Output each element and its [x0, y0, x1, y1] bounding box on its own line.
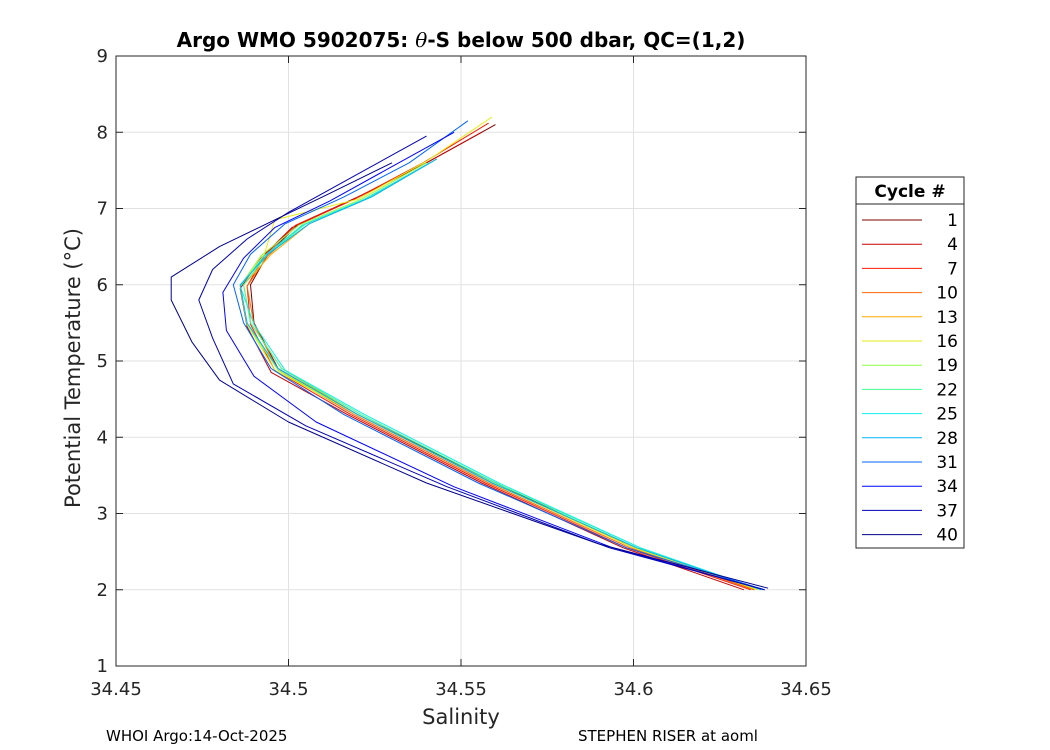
legend-label-31: 31: [936, 453, 958, 473]
legend-label-22: 22: [936, 380, 958, 400]
x-tick-label: 34.55: [435, 679, 487, 700]
legend-label-13: 13: [936, 308, 958, 328]
legend-label-16: 16: [936, 332, 958, 352]
legend-label-34: 34: [936, 477, 958, 497]
legend-label-7: 7: [947, 259, 958, 279]
y-tick-label: 1: [97, 656, 108, 677]
x-tick-label: 34.45: [90, 679, 142, 700]
x-tick-label: 34.5: [268, 679, 308, 700]
y-axis-label: Potential Temperature (°C): [61, 228, 85, 508]
series-line-cycle-31: [232, 120, 765, 591]
y-tick-label: 8: [97, 122, 108, 143]
series-line-cycle-40: [170, 162, 769, 589]
y-tick-label: 7: [97, 199, 108, 220]
series-group: [170, 116, 769, 591]
x-tick-label: 34.6: [613, 679, 653, 700]
legend-label-37: 37: [936, 501, 958, 521]
series-line-cycle-34: [222, 131, 765, 591]
legend-label-10: 10: [936, 284, 958, 304]
legend-label-40: 40: [936, 526, 958, 546]
y-tick-label: 2: [97, 580, 108, 601]
footer-right: STEPHEN RISER at aoml: [578, 727, 758, 745]
ticks: 34.45 34.5 34.55 34.6 34.65 1 2 3 4 5 6 7 8 9: [90, 46, 832, 700]
legend: Cycle # 1 4 7 10 13 16 19 22 25 28 31 34 37 40: [855, 176, 965, 549]
series-line-cycle-25: [239, 162, 762, 591]
legend-entries: 1 4 7 10 13 16 19 22 25 28 31 34 37 40: [862, 211, 958, 546]
x-axis-label: Salinity: [422, 705, 500, 729]
x-tick-label: 34.65: [780, 679, 832, 700]
legend-label-19: 19: [936, 356, 958, 376]
series-line-cycle-37: [198, 135, 765, 591]
legend-title: Cycle #: [874, 182, 945, 202]
y-tick-label: 5: [97, 351, 108, 372]
series-line-cycle-28: [239, 158, 762, 591]
legend-label-4: 4: [947, 235, 958, 255]
y-tick-label: 9: [97, 46, 108, 67]
legend-label-28: 28: [936, 429, 958, 449]
chart-title: Argo WMO 5902075: θ-S below 500 dbar, QC…: [177, 28, 746, 52]
y-tick-label: 6: [97, 275, 108, 296]
legend-label-1: 1: [947, 211, 958, 231]
series-line-cycle-7: [246, 122, 751, 591]
legend-label-25: 25: [936, 405, 958, 425]
y-tick-label: 3: [97, 504, 108, 525]
footer-left: WHOI Argo:14-Oct-2025: [106, 727, 287, 745]
y-tick-label: 4: [97, 427, 108, 448]
